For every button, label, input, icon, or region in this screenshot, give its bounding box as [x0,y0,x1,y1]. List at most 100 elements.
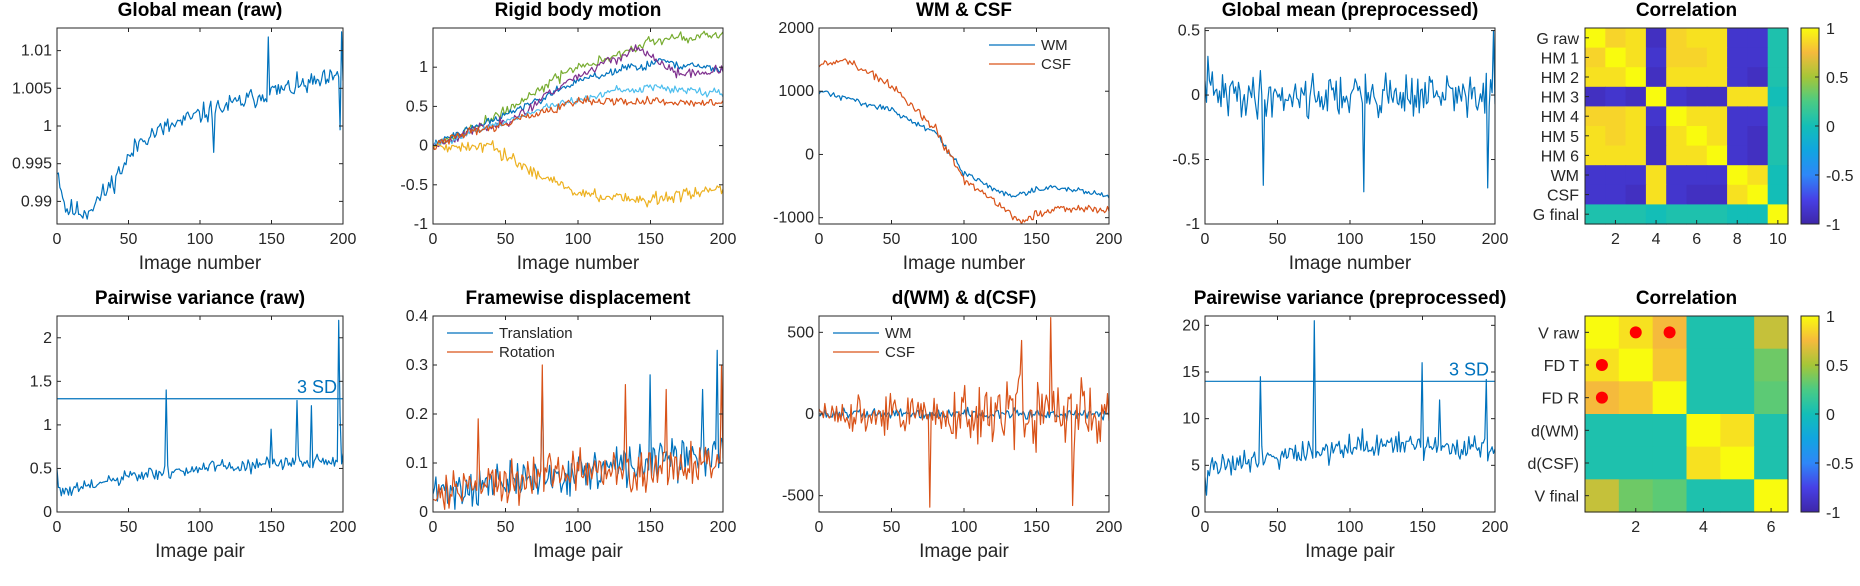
series-line-5 [433,140,723,208]
x-tick-label: 200 [1482,231,1509,248]
panel-title: Global mean (raw) [118,0,283,21]
heatmap-cell [1625,28,1647,49]
y-tick-label: -0.5 [1172,152,1200,169]
y-tick-label: 0 [805,406,814,423]
heatmap-cell [1645,86,1667,107]
series-group [433,349,723,510]
heatmap-cell [1686,67,1708,88]
heatmap-cell [1605,145,1627,166]
heatmap-cell [1585,446,1620,480]
heatmap-cell [1747,145,1769,166]
series-line-4 [433,95,723,151]
x-axis-label: Image number [517,253,640,274]
x-tick-label: 200 [330,231,357,248]
heatmap-cell [1618,381,1654,415]
heatmap-cell [1666,106,1688,127]
heatmap-cells [1585,28,1789,225]
x-tick-label: 150 [258,231,285,248]
y-tick-label: 0.5 [30,460,52,477]
x-tick-label: 200 [710,519,737,536]
panel-p6: Pairwise variance (raw) 3 SD 0 50 100 150 200 0… [30,288,357,562]
colorbar-label: 0 [1826,407,1835,424]
significance-marker [1629,326,1642,339]
heatmap-cell [1747,126,1769,147]
heatmap-cell [1645,106,1667,127]
heatmap-cell [1767,145,1789,166]
x-tick-label: 0 [815,519,824,536]
significance-marker [1595,359,1608,371]
heatmap-cell [1625,86,1647,107]
colorbar-label: -1 [1826,217,1840,234]
y-tick-label: 0 [1191,87,1200,104]
heatmap-cell [1720,446,1755,480]
axes-box [1584,315,1789,513]
series-group [57,319,343,497]
heatmap-cell [1727,28,1748,49]
panel-p10: Correlation V raw FD T FD R d(WM) d(CSF) V fin… [1527,288,1853,536]
heatmap-cell [1585,28,1606,49]
panel-title: WM & CSF [916,0,1012,21]
heatmap-cell [1618,446,1654,480]
heatmap-cell [1754,381,1789,415]
heatmap-cell [1585,184,1606,205]
heatmap-cell [1686,86,1708,107]
y-tick-label: 1 [43,417,52,434]
heatmap-cell [1605,67,1627,88]
heatmap-cell [1706,106,1728,127]
heatmap-cell [1747,184,1769,205]
row-label: V final [1535,489,1579,506]
panel-p8: d(WM) & d(CSF)0 50 100 150 200-5000500Image … [782,288,1122,562]
colorbar-label: 0 [1826,119,1835,136]
heatmap-cell [1706,47,1728,68]
x-axis-label: Image pair [919,541,1009,562]
heatmap-cell [1666,47,1688,68]
x-tick-label: 10 [1769,231,1787,248]
panel-p7: Framewise displacement 0 50 100 150 200 0 0.1 0.… [406,288,737,562]
x-tick-label: 150 [637,231,664,248]
x-tick-label: 2 [1631,519,1640,536]
heatmap-cell [1605,204,1627,225]
panel-p4: Global mean (preprocessed) 0 50 100 150 200 -1… [1172,0,1508,274]
x-tick-label: 200 [710,231,737,248]
heatmap-cell [1706,67,1728,88]
heatmap-cell [1605,47,1627,68]
plot-area [1205,316,1495,512]
heatmap-cell [1645,47,1667,68]
row-label: HM 2 [1541,70,1579,87]
y-tick-label: 20 [1182,317,1200,334]
heatmap-cell [1686,446,1721,480]
legend-label-rotation: Rotation [499,344,555,361]
heatmap-cell [1727,126,1748,147]
heatmap-cell [1754,316,1789,350]
colorbar-label: 0.5 [1826,358,1848,375]
heatmap-cell [1605,28,1627,49]
x-tick-label: 0 [53,231,62,248]
heatmap-cell [1727,204,1748,225]
heatmap-cell [1666,184,1688,205]
heatmap-cell [1585,126,1606,147]
y-tick-label: 0.5 [1178,23,1200,40]
heatmap-cell [1747,47,1769,68]
heatmap-cell [1727,145,1748,166]
y-tick-label: 1000 [778,83,814,100]
row-label: HM 4 [1541,109,1579,126]
legend-label-wm: WM [885,325,912,342]
x-tick-label: 200 [1482,519,1509,536]
heatmap-cell [1618,414,1654,448]
y-tick-label: 5 [1191,457,1200,474]
heatmap-cell [1767,165,1789,186]
legend-label-wm: WM [1041,37,1068,54]
x-tick-label: 50 [883,231,901,248]
plot-area [433,316,723,512]
heatmap-cell [1706,165,1728,186]
series-group [1205,30,1495,193]
heatmap-cell [1727,47,1748,68]
heatmap-cell [1686,414,1721,448]
y-tick-label: 1.01 [21,43,52,60]
heatmap-cell [1645,126,1667,147]
heatmap-cell [1727,184,1748,205]
heatmap-cell [1618,348,1654,382]
y-tick-label: -500 [782,488,814,505]
series-line-0 [1205,320,1495,496]
